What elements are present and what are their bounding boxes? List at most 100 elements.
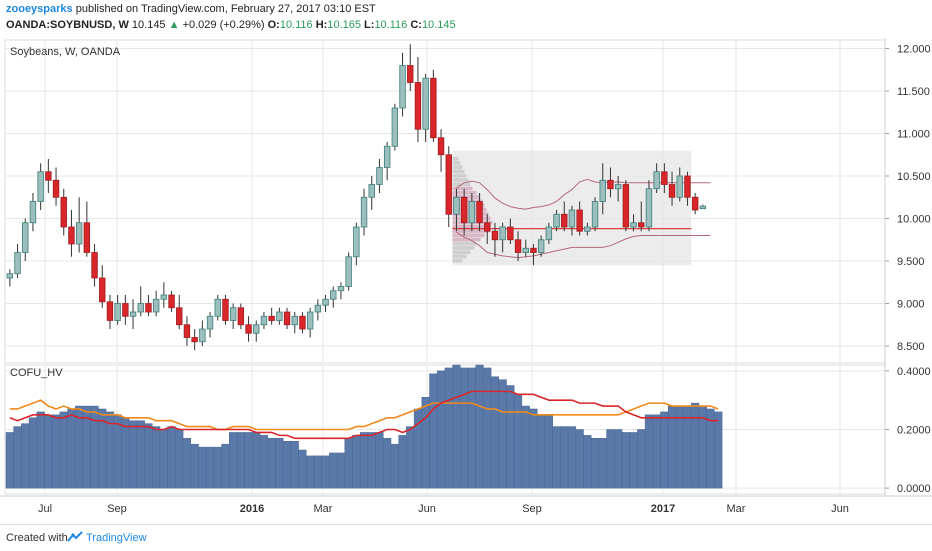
- candle[interactable]: [176, 295, 183, 329]
- candle[interactable]: [206, 312, 214, 338]
- candle[interactable]: [376, 159, 383, 193]
- candle[interactable]: [60, 188, 67, 236]
- candle[interactable]: [576, 201, 583, 236]
- time-tick-label: 2017: [651, 503, 675, 515]
- candle[interactable]: [353, 222, 360, 266]
- candle[interactable]: [407, 44, 414, 91]
- candle[interactable]: [476, 193, 483, 232]
- candle[interactable]: [399, 52, 406, 117]
- candle[interactable]: [37, 163, 44, 210]
- candle[interactable]: [6, 269, 14, 287]
- candle[interactable]: [530, 244, 537, 266]
- candle[interactable]: [45, 159, 52, 193]
- candle[interactable]: [222, 295, 229, 325]
- candle[interactable]: [507, 218, 514, 245]
- chart-canvas[interactable]: 12.000 11.500 11.000 10.500 10.000 9.500 9.000…: [0, 38, 932, 524]
- candle[interactable]: [499, 222, 506, 253]
- candle[interactable]: [68, 210, 75, 257]
- candle[interactable]: [129, 299, 137, 329]
- candle[interactable]: [260, 312, 268, 329]
- candle[interactable]: [183, 316, 191, 346]
- candle[interactable]: [114, 295, 121, 325]
- candle[interactable]: [229, 303, 237, 330]
- author-link[interactable]: zooeysparks: [6, 3, 73, 15]
- candle[interactable]: [514, 231, 522, 261]
- price-pane[interactable]: 12.000 11.500 11.000 10.500 10.000 9.500 9.000…: [4, 39, 931, 364]
- candle[interactable]: [391, 103, 399, 151]
- candle[interactable]: [522, 239, 529, 257]
- candle[interactable]: [453, 188, 460, 232]
- candle[interactable]: [199, 320, 206, 347]
- candle[interactable]: [638, 201, 645, 232]
- candle[interactable]: [661, 163, 668, 193]
- candle[interactable]: [152, 290, 160, 317]
- candle[interactable]: [299, 312, 306, 334]
- candle[interactable]: [699, 204, 707, 210]
- candle[interactable]: [553, 210, 560, 232]
- candle[interactable]: [599, 163, 606, 215]
- candle[interactable]: [306, 307, 314, 338]
- candle[interactable]: [468, 193, 476, 232]
- candle[interactable]: [445, 146, 452, 227]
- hv-bar: [21, 423, 30, 489]
- candle[interactable]: [622, 180, 630, 232]
- candle[interactable]: [75, 197, 83, 253]
- candle[interactable]: [145, 295, 152, 317]
- candle[interactable]: [345, 252, 352, 291]
- candle[interactable]: [106, 295, 114, 329]
- candle[interactable]: [653, 163, 660, 193]
- candle[interactable]: [253, 320, 260, 342]
- candle[interactable]: [614, 176, 622, 202]
- candle[interactable]: [14, 244, 21, 278]
- candle[interactable]: [668, 171, 676, 206]
- candle[interactable]: [314, 299, 322, 321]
- candle[interactable]: [322, 295, 329, 312]
- candle[interactable]: [545, 222, 553, 244]
- candle[interactable]: [245, 316, 252, 342]
- candle[interactable]: [83, 201, 91, 257]
- candle[interactable]: [268, 307, 275, 325]
- candle[interactable]: [137, 286, 144, 317]
- candle[interactable]: [383, 142, 391, 181]
- candle[interactable]: [330, 286, 337, 308]
- hv-pane[interactable]: 0.4000 0.2000 0.0000: [4, 364, 931, 495]
- time-axis[interactable]: Jul Sep 2016 Mar Jun Sep 2017 Mar Jun: [0, 38, 932, 515]
- candle[interactable]: [160, 282, 168, 308]
- candle[interactable]: [645, 180, 653, 232]
- candle-body-down: [691, 196, 699, 211]
- candle[interactable]: [337, 282, 345, 300]
- candle[interactable]: [414, 57, 422, 142]
- candle[interactable]: [360, 188, 368, 236]
- candle[interactable]: [684, 171, 691, 206]
- candle[interactable]: [491, 222, 499, 257]
- candle[interactable]: [368, 176, 375, 210]
- candle[interactable]: [283, 307, 291, 329]
- candle[interactable]: [561, 201, 568, 232]
- candle[interactable]: [460, 188, 468, 236]
- candle[interactable]: [437, 129, 445, 172]
- candle[interactable]: [422, 74, 429, 142]
- tradingview-link[interactable]: TradingView: [86, 532, 147, 544]
- candle[interactable]: [29, 193, 37, 232]
- candle[interactable]: [276, 307, 283, 325]
- candle[interactable]: [568, 205, 576, 236]
- candle[interactable]: [168, 290, 175, 312]
- candle[interactable]: [537, 235, 545, 257]
- candle[interactable]: [430, 69, 437, 142]
- candle[interactable]: [91, 244, 98, 287]
- candle[interactable]: [676, 167, 683, 202]
- candle[interactable]: [122, 295, 129, 325]
- candle[interactable]: [607, 167, 614, 198]
- candle[interactable]: [630, 214, 637, 232]
- candle[interactable]: [99, 265, 106, 308]
- candle[interactable]: [484, 214, 491, 244]
- candle[interactable]: [291, 312, 298, 334]
- candle[interactable]: [584, 222, 591, 236]
- candle[interactable]: [214, 295, 221, 321]
- candle[interactable]: [691, 193, 699, 215]
- candle[interactable]: [191, 329, 198, 351]
- candle[interactable]: [22, 218, 29, 262]
- candle[interactable]: [237, 303, 245, 330]
- candle[interactable]: [52, 167, 60, 206]
- candle[interactable]: [591, 197, 599, 232]
